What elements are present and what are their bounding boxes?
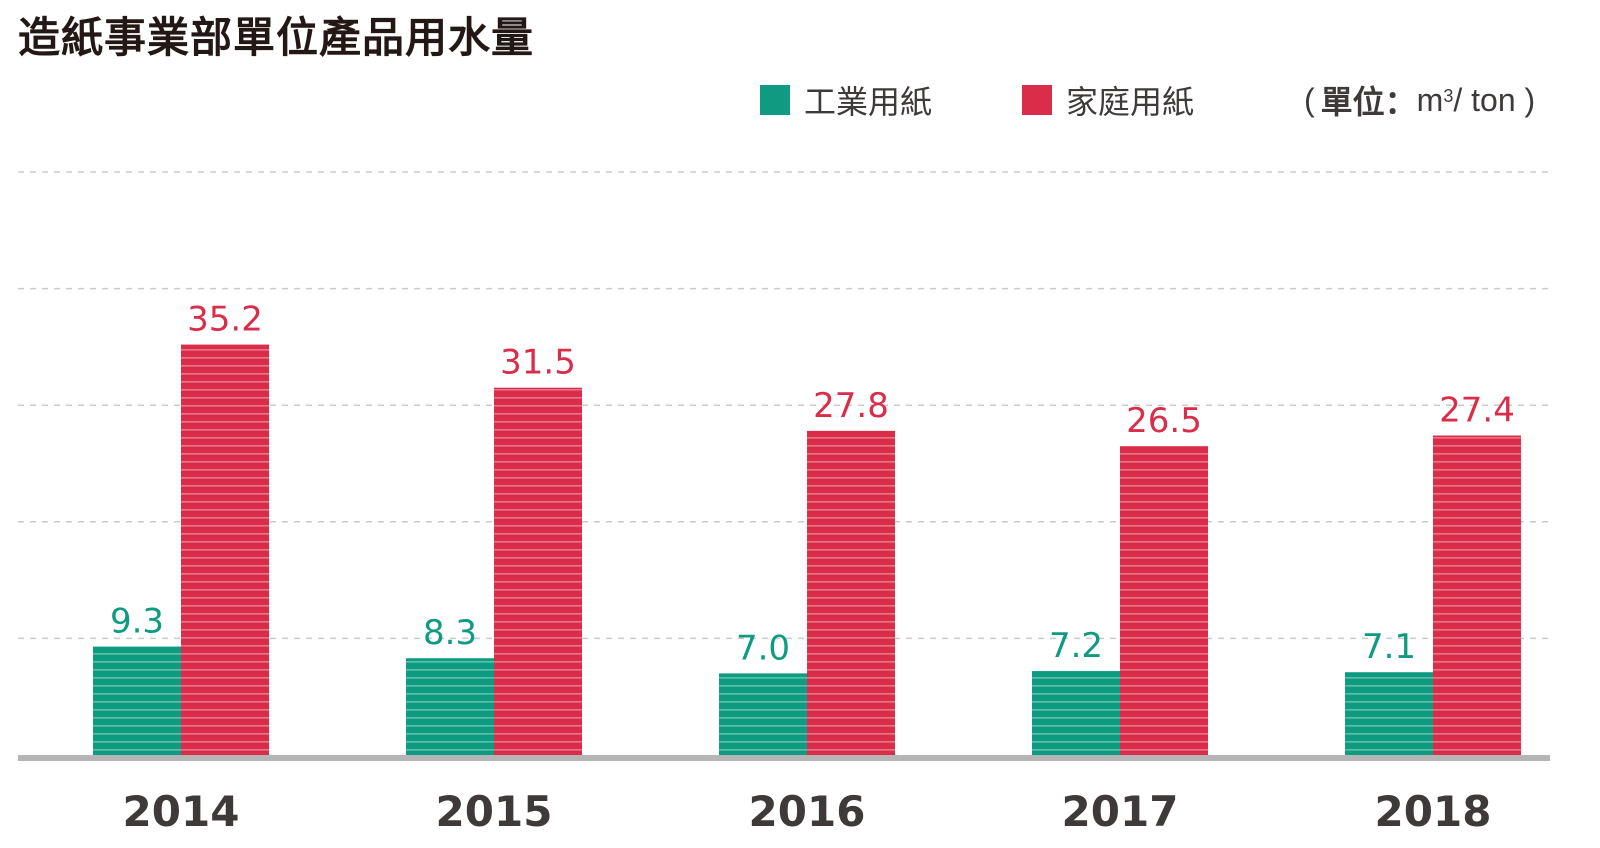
value-labels: 9.3 35.2 8.3 31.5 7.0 27.8 7.2 26.5 7.1 27.4	[110, 300, 1515, 669]
value-label-industrial-2015: 8.3	[423, 613, 477, 653]
value-label-household-2015: 31.5	[500, 343, 576, 383]
x-tick-label-2014: 2014	[123, 787, 240, 836]
value-label-household-2018: 27.4	[1439, 391, 1515, 431]
legend-swatch-household	[1022, 85, 1052, 115]
chart-title: 造紙事業部單位產品用水量	[18, 13, 535, 62]
legend-item-industrial: 工業用紙	[760, 78, 932, 122]
value-label-household-2017: 26.5	[1126, 401, 1202, 441]
bar-household-2014	[181, 344, 269, 755]
unit-base: m	[1416, 81, 1444, 118]
value-label-industrial-2014: 9.3	[110, 602, 164, 642]
bar-industrial-2017	[1032, 671, 1120, 755]
bar-household-2017	[1120, 446, 1208, 755]
bar-industrial-2016	[719, 673, 807, 755]
value-label-household-2014: 35.2	[187, 300, 263, 340]
legend-swatch-industrial	[760, 85, 790, 115]
bars	[93, 344, 1521, 755]
bar-household-2016	[807, 430, 895, 755]
x-tick-label-2018: 2018	[1375, 787, 1492, 836]
bar-industrial-2018	[1345, 672, 1433, 755]
legend-label-household: 家庭用紙	[1066, 83, 1195, 121]
unit-prefix: 單位：	[1320, 84, 1417, 120]
bar-industrial-2015	[406, 658, 494, 755]
bar-household-2015	[494, 387, 582, 755]
unit-rest: / ton )	[1453, 81, 1536, 118]
value-label-industrial-2018: 7.1	[1362, 627, 1416, 667]
legend-item-household: 家庭用紙	[1022, 78, 1194, 122]
grid-lines	[18, 171, 1550, 640]
unit-exp: 3	[1443, 85, 1454, 106]
x-axis-tick-labels: 2014 2015 2016 2017 2018	[123, 787, 1492, 836]
value-label-household-2016: 27.8	[813, 386, 889, 426]
unit-open: (	[1304, 81, 1315, 118]
value-label-industrial-2016: 7.0	[736, 628, 790, 668]
x-tick-label-2017: 2017	[1062, 787, 1179, 836]
bar-household-2018	[1433, 435, 1521, 755]
legend-label-industrial: 工業用紙	[804, 83, 933, 121]
bar-industrial-2014	[93, 646, 181, 755]
x-tick-label-2016: 2016	[749, 787, 866, 836]
x-tick-label-2015: 2015	[436, 787, 553, 836]
value-label-industrial-2017: 7.2	[1049, 626, 1103, 666]
